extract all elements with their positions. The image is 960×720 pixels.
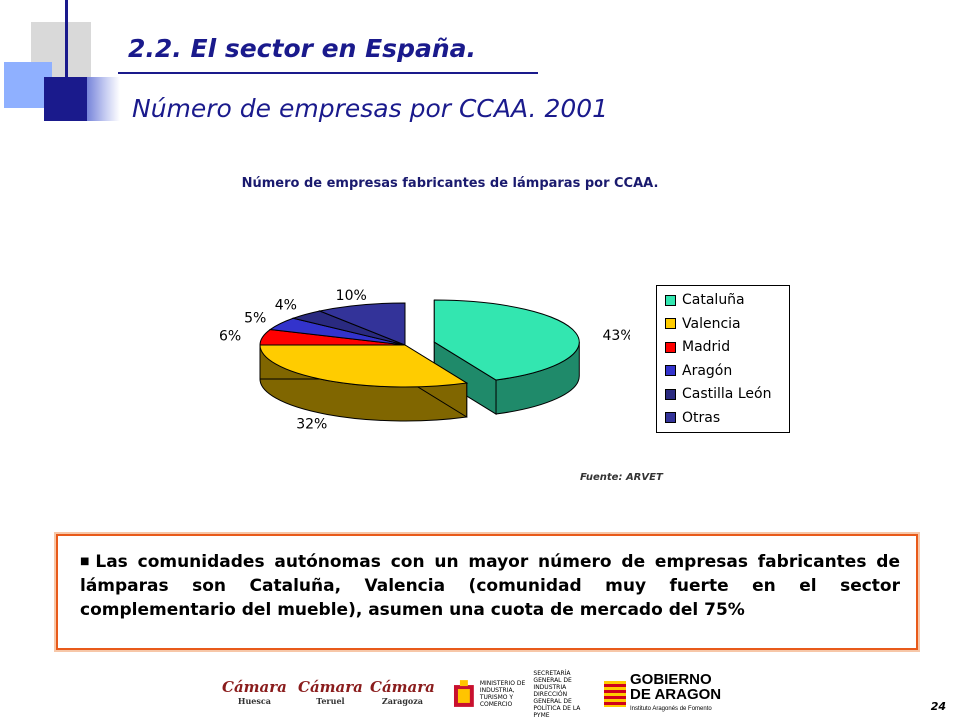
pie-label-5: 10% [336, 288, 367, 304]
legend-item: Castilla León [665, 383, 771, 405]
instituto-text: Instituto Aragonés de Fomento [630, 705, 712, 712]
legend-label: Otras [682, 409, 721, 426]
chart-title: Número de empresas fabricantes de lámpar… [241, 176, 659, 191]
pie-label-1: 32% [296, 417, 327, 433]
note-text: Las comunidades autónomas con un mayor n… [80, 552, 900, 620]
legend-item: Cataluña [665, 289, 745, 311]
logo-camara-huesca-city: Huesca [237, 696, 271, 706]
gobierno-text: GOBIERNO [630, 670, 712, 688]
logo-camara-teruel: Cámara Teruel [298, 676, 363, 712]
legend-swatch [665, 341, 676, 353]
logo-ministerio: MINISTERIO DE INDUSTRIA, TURISMO Y COMER… [452, 670, 587, 719]
decor-block-navy [44, 77, 84, 121]
pie-tops [259, 299, 580, 388]
legend-swatch [665, 318, 676, 329]
logo-camara-huesca-name: Cámara [222, 678, 287, 696]
pie-slice-valencia [259, 344, 469, 388]
note-box: ■ Las comunidades autónomas con un mayor … [56, 534, 918, 650]
logo-camara-teruel-city: Teruel [316, 696, 345, 706]
legend-label: Aragón [682, 362, 733, 379]
legend-item: Otras [665, 407, 720, 429]
logo-camara-teruel-name: Cámara [298, 678, 363, 696]
decor-vertical-line [65, 0, 68, 120]
chart-legend: Cataluña Valencia Madrid Aragón Castilla Leó… [656, 285, 790, 433]
pie-slice-cataluña [433, 299, 580, 381]
slide-title: 2.2. El sector en España. [128, 34, 476, 63]
aragon-flag-icon [604, 681, 626, 707]
legend-swatch [665, 365, 676, 376]
secretaria-text: SECRETARÍA GENERAL DE INDUSTRIA [533, 669, 572, 691]
logo-camara-huesca: Cámara Huesca [222, 676, 287, 712]
pie-labels: 43% 32% 6%5% 4% 10% [219, 288, 630, 432]
legend-swatch [665, 388, 676, 400]
direccion-text: DIRECCIÓN GENERAL DE POLÍTICA DE LA PYME [533, 690, 581, 719]
decor-vertical-line-short [84, 77, 87, 121]
pie-label-0: 43% [603, 328, 630, 344]
legend-item: Aragón [665, 360, 732, 382]
logo-camara-zaragoza-name: Cámara [370, 678, 435, 696]
legend-swatch [665, 294, 676, 306]
legend-item: Madrid [665, 336, 730, 358]
bullet-icon: ■ [80, 556, 94, 567]
aragon-text: DE ARAGON [630, 685, 722, 703]
logo-gobierno-aragon: GOBIERNO DE ARAGON Instituto Aragonés de… [604, 672, 722, 712]
pie-label-2: 6% [219, 329, 241, 345]
slide-subtitle: Número de empresas por CCAA. 2001 [132, 94, 609, 123]
legend-label: Valencia [682, 315, 741, 332]
chart-source: Fuente: ARVET [580, 472, 663, 483]
logo-camara-zaragoza: Cámara Zaragoza [370, 676, 435, 712]
legend-label: Castilla León [682, 386, 772, 402]
legend-item: Valencia [665, 313, 741, 335]
pie-slice-otras [318, 302, 406, 346]
coat-of-arms-icon [453, 680, 474, 707]
page-number: 24 [930, 700, 946, 713]
ministerio-text: MINISTERIO DE INDUSTRIA, TURISMO Y COMER… [479, 680, 526, 708]
logo-camara-zaragoza-city: Zaragoza [381, 696, 423, 706]
pie-label-4: 4% [275, 297, 297, 313]
decor-horizontal-line [118, 72, 538, 74]
decor-block-fade [84, 77, 120, 121]
legend-swatch [665, 412, 676, 423]
legend-label: Madrid [682, 339, 731, 355]
note-paragraph: ■ Las comunidades autónomas con un mayor … [80, 550, 900, 622]
legend-label: Cataluña [682, 292, 745, 308]
pie-label-3: 5% [244, 310, 266, 326]
pie-chart: 43% 32% 6%5% 4% 10% [219, 288, 630, 432]
